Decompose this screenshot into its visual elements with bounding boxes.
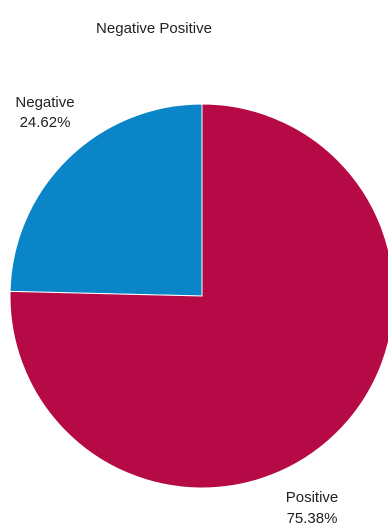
slice-label-negative-value: 24.62% xyxy=(20,114,71,131)
slice-label-negative-name: Negative xyxy=(15,94,74,111)
slice-positive xyxy=(9,103,388,489)
slice-label-positive-name: Positive xyxy=(286,489,339,506)
chart-title: Negative Positive xyxy=(96,20,212,37)
slice-negative xyxy=(9,103,203,297)
slice-label-positive-value: 75.38% xyxy=(287,510,338,527)
